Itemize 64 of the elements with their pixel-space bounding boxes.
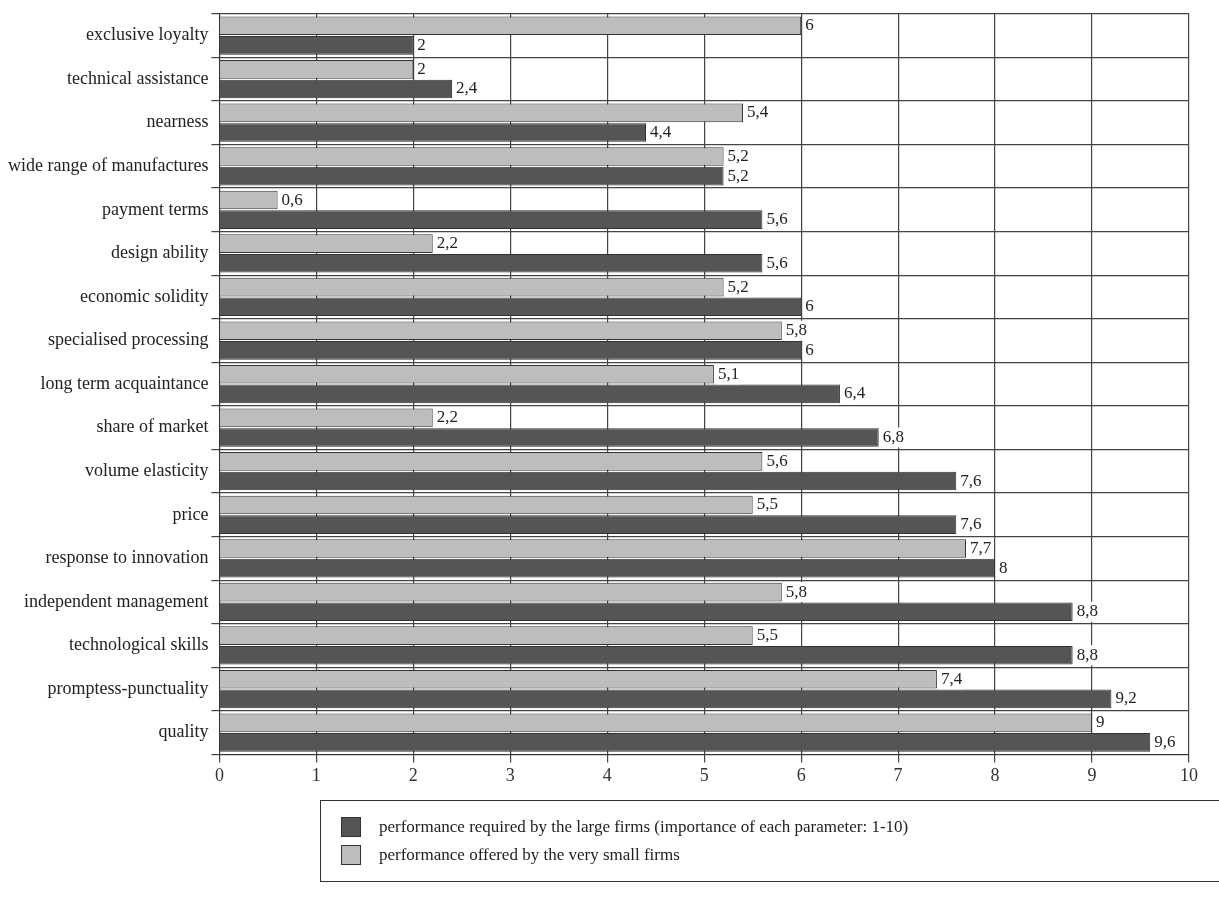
data-label: 5,6 bbox=[766, 209, 788, 229]
y-tick-label: promptess-punctuality bbox=[47, 677, 209, 698]
data-label: 5,2 bbox=[727, 145, 749, 165]
y-tick-label: price bbox=[172, 503, 209, 524]
data-label: 9 bbox=[1096, 712, 1105, 732]
data-label: 8,8 bbox=[1076, 601, 1098, 621]
x-tick-label: 0 bbox=[214, 764, 224, 785]
data-label: 9,2 bbox=[1115, 688, 1137, 708]
x-tick-label: 4 bbox=[602, 764, 612, 785]
x-tick-label: 1 bbox=[311, 764, 321, 785]
data-label: 5,6 bbox=[766, 252, 788, 272]
data-label: 4,4 bbox=[650, 121, 672, 141]
x-tick-label: 8 bbox=[990, 764, 1000, 785]
y-tick-label: volume elasticity bbox=[84, 459, 209, 480]
data-label: 6 bbox=[805, 15, 814, 35]
x-tick-label: 2 bbox=[408, 764, 418, 785]
data-label: 2 bbox=[417, 34, 426, 54]
y-tick-label: technological skills bbox=[68, 634, 209, 655]
x-tick-label: 6 bbox=[796, 764, 806, 785]
x-tick-label: 9 bbox=[1087, 764, 1097, 785]
y-tick-label: nearness bbox=[146, 111, 209, 132]
data-label: 5,8 bbox=[785, 581, 808, 601]
data-label: 6,4 bbox=[843, 383, 866, 403]
data-label: 2,2 bbox=[436, 407, 458, 427]
data-label: 5,5 bbox=[756, 494, 778, 514]
data-label: 8,8 bbox=[1076, 644, 1098, 664]
y-tick-label: economic solidity bbox=[79, 285, 209, 306]
data-label: 5,4 bbox=[746, 102, 769, 122]
data-label: 6,8 bbox=[882, 426, 904, 446]
y-tick-label: response to innovation bbox=[45, 547, 209, 568]
data-label: 2,2 bbox=[436, 233, 458, 253]
data-label: 2,4 bbox=[456, 78, 478, 98]
data-label: 5,2 bbox=[727, 165, 749, 185]
x-tick-label: 7 bbox=[893, 764, 903, 785]
y-tick-label: independent management bbox=[23, 590, 209, 611]
data-label: 0,6 bbox=[281, 189, 303, 209]
y-tick-label: specialised processing bbox=[47, 329, 209, 350]
data-label: 8 bbox=[999, 557, 1008, 577]
legend-label: performance required by the large firms (importance of each parameter: 1-10) bbox=[379, 817, 909, 837]
data-label: 6 bbox=[805, 296, 814, 316]
data-label: 5,5 bbox=[756, 625, 778, 645]
data-label: 5,6 bbox=[766, 450, 788, 470]
y-tick-label: payment terms bbox=[101, 198, 209, 219]
y-tick-label: exclusive loyalty bbox=[85, 24, 209, 45]
data-label: 7,6 bbox=[960, 514, 982, 534]
y-tick-label: share of market bbox=[96, 416, 209, 437]
y-tick-label: quality bbox=[158, 721, 209, 742]
x-tick-label: 5 bbox=[699, 764, 709, 785]
data-label: 5,8 bbox=[785, 320, 808, 340]
data-label: 9,6 bbox=[1154, 731, 1176, 751]
data-label: 7,6 bbox=[960, 470, 982, 490]
data-label: 5,2 bbox=[727, 276, 749, 296]
y-tick-label: wide range of manufactures bbox=[7, 155, 209, 176]
data-label: 6 bbox=[805, 339, 814, 359]
x-tick-label: 10 bbox=[1180, 764, 1198, 785]
data-label: 7,4 bbox=[940, 668, 963, 688]
y-tick-label: technical assistance bbox=[66, 67, 209, 88]
data-label: 5,1 bbox=[717, 363, 740, 383]
legend-label: performance offered by the very small firms bbox=[379, 845, 680, 865]
data-label: 7,7 bbox=[969, 538, 992, 558]
x-tick-label: 3 bbox=[505, 764, 515, 785]
y-tick-label: long term acquaintance bbox=[40, 372, 209, 393]
y-tick-label: design ability bbox=[110, 242, 209, 263]
data-label: 2 bbox=[417, 58, 426, 78]
